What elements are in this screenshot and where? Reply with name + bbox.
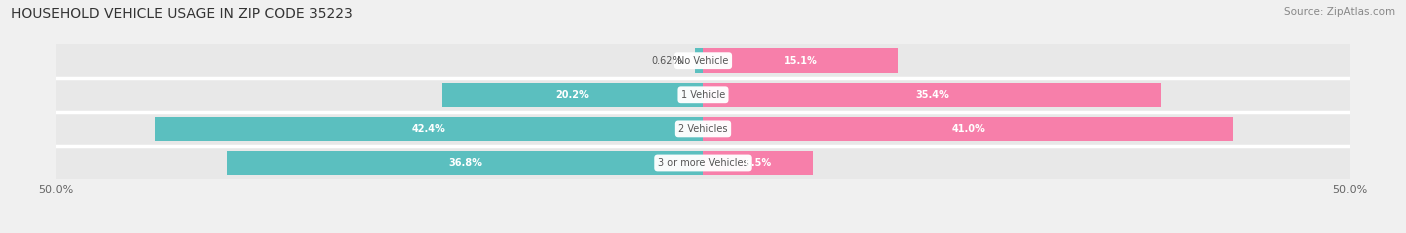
Text: 35.4%: 35.4% xyxy=(915,90,949,100)
Bar xyxy=(703,82,1161,107)
Bar xyxy=(155,116,703,141)
Bar xyxy=(56,79,1350,111)
Text: 0.62%: 0.62% xyxy=(651,56,682,66)
Bar xyxy=(56,113,1350,145)
Text: Source: ZipAtlas.com: Source: ZipAtlas.com xyxy=(1284,7,1395,17)
Text: 42.4%: 42.4% xyxy=(412,124,446,134)
Bar xyxy=(56,113,1350,145)
Text: 8.5%: 8.5% xyxy=(744,158,772,168)
Text: 41.0%: 41.0% xyxy=(952,124,986,134)
Bar xyxy=(56,45,1350,77)
Legend: Owner-occupied, Renter-occupied: Owner-occupied, Renter-occupied xyxy=(586,230,820,233)
Bar xyxy=(695,48,703,73)
Text: 3 or more Vehicles: 3 or more Vehicles xyxy=(658,158,748,168)
Text: 15.1%: 15.1% xyxy=(783,56,817,66)
Bar xyxy=(703,48,898,73)
Bar xyxy=(703,151,813,175)
Bar xyxy=(703,116,1233,141)
Bar xyxy=(56,147,1350,179)
Text: 20.2%: 20.2% xyxy=(555,90,589,100)
Bar xyxy=(441,82,703,107)
Bar xyxy=(56,147,1350,179)
Text: 1 Vehicle: 1 Vehicle xyxy=(681,90,725,100)
Bar xyxy=(56,79,1350,111)
Text: 2 Vehicles: 2 Vehicles xyxy=(678,124,728,134)
Text: No Vehicle: No Vehicle xyxy=(678,56,728,66)
Text: HOUSEHOLD VEHICLE USAGE IN ZIP CODE 35223: HOUSEHOLD VEHICLE USAGE IN ZIP CODE 3522… xyxy=(11,7,353,21)
Text: 36.8%: 36.8% xyxy=(449,158,482,168)
Bar xyxy=(226,151,703,175)
Bar xyxy=(56,45,1350,77)
